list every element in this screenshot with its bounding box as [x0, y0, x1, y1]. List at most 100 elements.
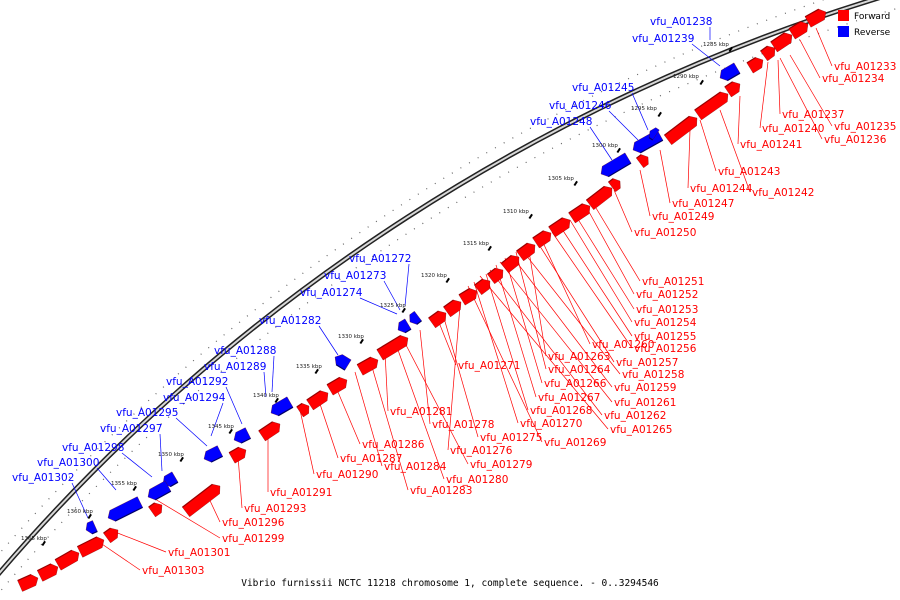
- legend-reverse-label: Reverse: [854, 28, 891, 38]
- forward-gene-label: vfu_A01293: [244, 503, 306, 515]
- forward-connector: [759, 61, 769, 129]
- tick-mark: [528, 213, 533, 220]
- forward-gene-edge: [17, 573, 32, 582]
- forward-gene-edge: [474, 278, 483, 286]
- reverse-gene-label: vfu_A01282: [259, 315, 321, 327]
- reverse-connector: [383, 280, 401, 311]
- forward-connector: [575, 215, 635, 310]
- reverse-gene: [107, 496, 143, 522]
- forward-gene-label: vfu_A01284: [384, 461, 447, 473]
- reverse-gene-edge: [608, 162, 632, 178]
- legend-forward-label: Forward: [854, 12, 890, 22]
- forward-gene-edge: [306, 390, 321, 401]
- forward-gene-label: vfu_A01296: [222, 517, 285, 529]
- reverse-gene-label: vfu_A01300: [37, 457, 99, 469]
- tick-mark: [445, 277, 450, 284]
- reverse-gene-label: vfu_A01273: [324, 270, 386, 282]
- tick-mark: [274, 397, 279, 404]
- reverse-gene-label: vfu_A01294: [163, 392, 226, 404]
- forward-gene-edge: [500, 254, 512, 264]
- forward-gene-label: vfu_A01253: [636, 304, 698, 316]
- forward-gene-edge: [258, 421, 273, 432]
- forward-gene-label: vfu_A01254: [634, 317, 697, 329]
- forward-gene: [568, 203, 591, 224]
- forward-gene: [428, 310, 447, 329]
- forward-gene: [487, 268, 504, 285]
- tick-label: 1315 kbp: [463, 241, 489, 247]
- tick-mark: [132, 485, 137, 492]
- forward-gene: [296, 403, 310, 418]
- tick-label: 1360 kbp: [67, 509, 93, 515]
- forward-gene-label: vfu_A01257: [616, 357, 678, 369]
- forward-gene: [77, 536, 105, 558]
- forward-connector: [384, 351, 389, 412]
- reverse-gene-label: vfu_A01238: [650, 16, 712, 28]
- forward-gene-label: vfu_A01268: [530, 405, 592, 417]
- reverse-connector: [589, 126, 613, 161]
- forward-gene-label: vfu_A01233: [834, 61, 896, 73]
- forward-connector: [699, 119, 717, 172]
- reverse-connector: [318, 325, 339, 356]
- forward-connector: [539, 235, 591, 345]
- reverse-connector: [271, 355, 275, 393]
- forward-connector: [354, 371, 383, 467]
- forward-gene: [376, 335, 409, 361]
- tick-label: 1290 kbp: [673, 74, 699, 80]
- forward-gene-label: vfu_A01276: [450, 445, 513, 457]
- reverse-gene-label: vfu_A01295: [116, 407, 178, 419]
- forward-gene: [458, 288, 478, 306]
- tick-label: 1350 kbp: [158, 452, 184, 458]
- forward-gene: [443, 299, 462, 318]
- forward-connector: [437, 319, 457, 366]
- tick-label: 1335 kbp: [296, 364, 322, 370]
- reverse-gene-label: vfu_A01297: [100, 423, 162, 435]
- forward-gene-label: vfu_A01241: [740, 139, 802, 151]
- forward-gene: [516, 242, 536, 262]
- reverse-gene: [397, 318, 412, 333]
- forward-gene-edge: [77, 536, 98, 548]
- reverse-gene: [85, 520, 98, 535]
- reverse-gene: [270, 396, 294, 416]
- forward-gene: [326, 377, 348, 396]
- forward-gene-edge: [532, 230, 544, 239]
- forward-connector: [535, 239, 615, 363]
- forward-gene-label: vfu_A01287: [340, 453, 402, 465]
- forward-connector: [521, 249, 621, 375]
- forward-gene: [694, 91, 729, 121]
- tick-label: 1300 kbp: [592, 143, 618, 149]
- forward-connector: [419, 329, 431, 425]
- forward-gene-edge: [487, 267, 496, 275]
- forward-gene-label: vfu_A01271: [458, 360, 520, 372]
- forward-gene-label: vfu_A01242: [752, 187, 814, 199]
- legend: Forward Reverse: [838, 10, 891, 38]
- forward-connector: [489, 269, 603, 416]
- gene-labels: vfu_A01238 vfu_A01239 vfu_A01245 vfu_A01246…: [12, 16, 896, 577]
- forward-gene-edge: [608, 178, 614, 183]
- reverse-gene-edge: [210, 455, 223, 463]
- forward-gene-edge: [746, 56, 756, 64]
- reverse-gene: [632, 129, 664, 153]
- forward-gene: [228, 447, 247, 464]
- tick-label: 1330 kbp: [338, 334, 364, 340]
- forward-gene-label: vfu_A01303: [142, 565, 204, 577]
- forward-gene-label: vfu_A01263: [548, 351, 610, 363]
- forward-gene-edge: [356, 356, 372, 366]
- forward-gene-label: vfu_A01301: [168, 547, 230, 559]
- reverse-gene-edge: [648, 137, 654, 141]
- forward-connector: [473, 281, 519, 424]
- forward-connector: [317, 397, 339, 459]
- forward-connector: [334, 384, 361, 445]
- forward-connector: [551, 231, 633, 349]
- backbone-arc-inner: [0, 0, 876, 574]
- forward-guide-dots: [0, 6, 900, 593]
- forward-gene-label: vfu_A01270: [520, 418, 582, 430]
- forward-gene-label: vfu_A01267: [538, 392, 600, 404]
- tick-label: 1325 kbp: [380, 303, 406, 309]
- reverse-gene-label: vfu_A01246: [549, 100, 612, 112]
- forward-gene: [548, 217, 571, 238]
- forward-connector: [687, 129, 691, 189]
- forward-gene-label: vfu_A01260: [592, 339, 654, 351]
- reverse-connector: [175, 417, 208, 447]
- forward-connector: [515, 251, 547, 370]
- forward-gene-label: vfu_A01236: [824, 134, 887, 146]
